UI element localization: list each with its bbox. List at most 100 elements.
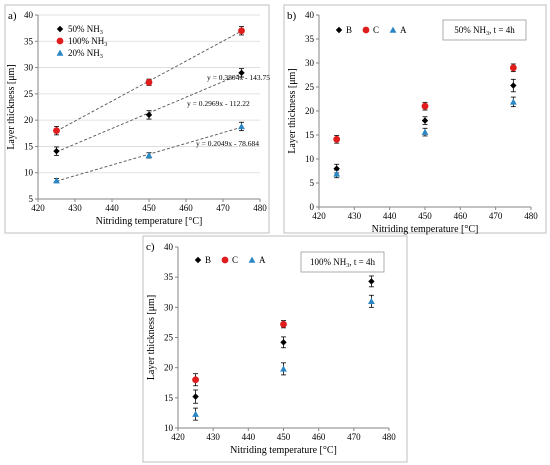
legend-marker (362, 26, 370, 34)
data-point-triangle (145, 151, 153, 159)
x-tick-label: 420 (312, 211, 326, 221)
data-point-diamond (53, 147, 60, 155)
y-tick-label: 10 (305, 154, 315, 164)
trend-equation: y = 0.2049x - 78.684 (196, 139, 259, 148)
x-tick-label: 460 (179, 203, 193, 213)
y-tick-label: 20 (24, 115, 34, 125)
condition-label: 50% NH3​, t = 4h (454, 25, 515, 37)
chart-panel-c: c) 420 430 440 450 460 470 480 10 15 20 25 30 35 40 Nit… (142, 235, 408, 463)
x-tick-label: 420 (171, 432, 185, 442)
legend-marker (56, 37, 64, 45)
legend-marker (335, 26, 343, 34)
y-tick-label: 5 (29, 194, 34, 204)
data-point-diamond (238, 69, 245, 77)
y-tick-label: 25 (24, 89, 34, 99)
legend-label: A (259, 255, 266, 265)
legend-marker (389, 26, 397, 33)
data-point-diamond (368, 278, 375, 285)
panel-label: a) (8, 10, 17, 22)
x-tick-label: 460 (312, 432, 326, 442)
panel-label: c) (146, 241, 155, 253)
panel-label: b) (287, 10, 297, 22)
data-point-circle (421, 102, 429, 110)
x-tick-label: 450 (277, 432, 291, 442)
data-point-diamond (421, 117, 429, 124)
y-tick-label: 30 (164, 302, 174, 312)
data-point-circle (280, 320, 287, 328)
data-point-diamond (280, 339, 287, 346)
y-tick-label: 40 (305, 10, 315, 20)
x-tick-label: 440 (242, 432, 256, 442)
data-point-triangle (421, 128, 429, 135)
panel-frame (283, 4, 547, 234)
data-point-triangle (238, 123, 245, 130)
legend-label: 20% NH3​ (68, 48, 103, 60)
x-tick-label: 440 (383, 211, 397, 221)
y-tick-label: 15 (24, 141, 34, 151)
y-tick-label: 35 (305, 34, 315, 44)
data-point-diamond (192, 393, 199, 400)
chart-panel-b: b) 420 430 440 450 460 470 480 0 5 10 15 20 25 30 35 40 N… (283, 4, 547, 235)
legend-marker (221, 256, 229, 264)
x-tick-label: 420 (31, 203, 45, 213)
legend-label: B (205, 255, 211, 265)
x-tick-label: 450 (142, 203, 156, 213)
legend-label: 50% NH3​ (68, 24, 103, 36)
y-tick-label: 40 (24, 10, 34, 20)
y-tick-label: 25 (305, 82, 315, 92)
trend-equation: y = 0.3804x - 143.75 (207, 73, 270, 82)
data-point-circle (333, 135, 341, 143)
x-tick-label: 460 (454, 211, 468, 221)
data-point-circle (238, 27, 245, 35)
x-tick-label: 470 (347, 432, 361, 442)
data-point-triangle (280, 365, 287, 372)
data-point-circle (509, 64, 517, 72)
y-tick-label: 30 (24, 63, 34, 73)
y-tick-label: 25 (164, 333, 174, 343)
data-point-circle (53, 127, 60, 135)
data-point-circle (192, 376, 199, 384)
x-axis-title: Nitriding temperature [°C] (230, 445, 337, 456)
data-point-diamond (145, 111, 153, 119)
data-point-triangle (333, 170, 341, 177)
chart-panel-a: a) 420 430 440 450 460 470 480 5 10 15 20 25 30 35 40 Ni… (4, 4, 270, 234)
y-axis-title: Layer thickness [μm] (146, 295, 157, 380)
condition-box (442, 19, 527, 41)
legend-marker (56, 49, 64, 56)
y-tick-label: 40 (164, 242, 174, 252)
y-tick-label: 15 (305, 130, 315, 140)
data-point-triangle (53, 177, 60, 184)
condition-label: 100% NH3​, t = 4h (310, 257, 375, 269)
data-point-diamond (510, 82, 517, 89)
y-tick-label: 35 (24, 36, 34, 46)
x-axis-title: Nitriding temperature [°C] (96, 216, 203, 227)
trend-equation: y = 0.2969x - 112.22 (187, 99, 250, 108)
y-tick-label: 30 (305, 58, 315, 68)
legend-label: A (400, 25, 407, 35)
x-tick-label: 470 (489, 211, 503, 221)
legend-marker (56, 25, 64, 33)
y-axis-title: Layer thickness [μm] (287, 68, 298, 153)
condition-box (300, 251, 385, 273)
y-tick-label: 5 (310, 178, 315, 188)
legend-label: 100% NH3​ (68, 36, 107, 48)
x-tick-label: 480 (524, 211, 538, 221)
data-point-triangle (192, 410, 199, 417)
x-tick-label: 430 (68, 203, 82, 213)
x-tick-label: 480 (253, 203, 267, 213)
y-tick-label: 35 (164, 272, 174, 282)
legend-marker (194, 256, 202, 264)
legend-label: B (346, 25, 352, 35)
y-tick-label: 15 (164, 393, 174, 403)
y-tick-label: 10 (24, 168, 34, 178)
panel-frame (142, 235, 408, 463)
x-tick-label: 450 (418, 211, 432, 221)
x-tick-label: 430 (348, 211, 362, 221)
y-tick-label: 10 (164, 423, 174, 433)
x-tick-label: 430 (206, 432, 220, 442)
y-tick-label: 0 (310, 202, 315, 212)
legend-label: C (232, 255, 238, 265)
data-point-triangle (368, 297, 375, 305)
data-point-circle (145, 78, 153, 86)
